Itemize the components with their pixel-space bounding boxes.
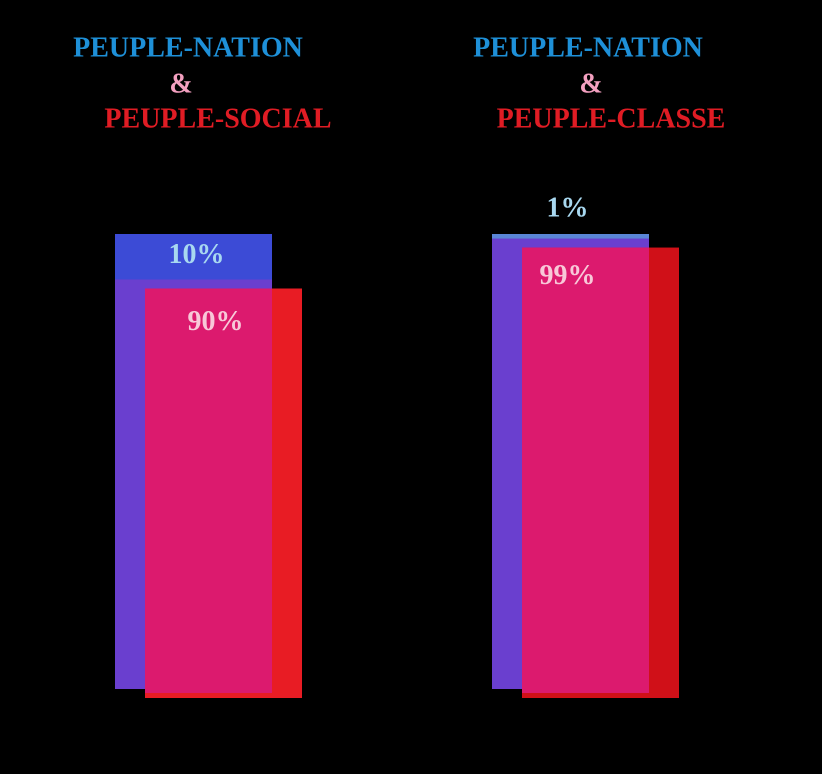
value-label: 90% bbox=[188, 306, 244, 337]
value-label: 99% bbox=[540, 260, 596, 291]
value-label: 10% bbox=[169, 239, 225, 270]
bar-face bbox=[145, 288, 272, 693]
chart-title: PEUPLE-SOCIAL bbox=[104, 103, 331, 134]
bar bbox=[115, 234, 272, 280]
bar bbox=[492, 234, 649, 239]
chart-title: & bbox=[579, 68, 602, 99]
chart-title: PEUPLE-NATION bbox=[473, 32, 703, 63]
value-label: 1% bbox=[547, 192, 589, 223]
bar-face bbox=[522, 247, 649, 694]
chart-title: PEUPLE-NATION bbox=[73, 32, 303, 63]
chart-title: & bbox=[169, 68, 192, 99]
chart-title: PEUPLE-CLASSE bbox=[497, 103, 726, 134]
